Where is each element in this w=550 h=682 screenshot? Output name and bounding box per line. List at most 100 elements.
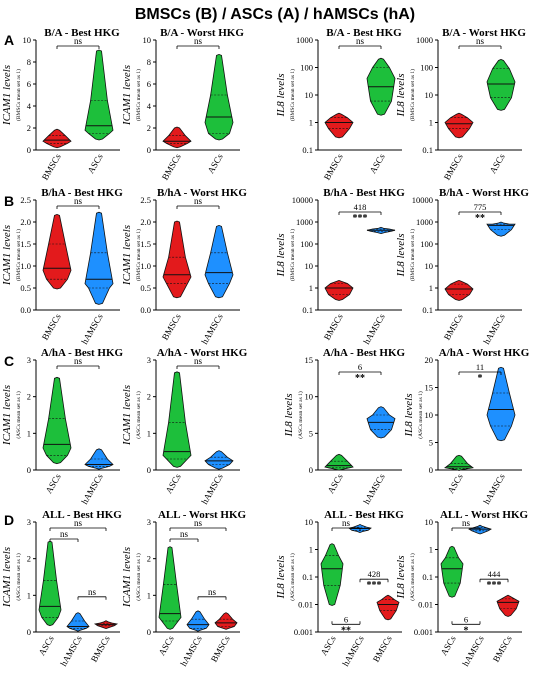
violin-hAMSCs (486, 366, 516, 442)
violin-BMSCs (214, 612, 238, 630)
category-label: hAMSCs (199, 472, 225, 506)
category-label: BMSCs (89, 634, 112, 664)
y-axis-label: IL8 levels (275, 73, 287, 117)
violin-ASCs (440, 545, 464, 598)
category-label: BMSCs (322, 152, 345, 182)
violin-ASCs (162, 371, 192, 468)
y-tick-label: 100 (420, 63, 433, 73)
y-tick-label: 10 (425, 261, 434, 271)
chart-panel-10: A/hA - Worst HKG ICAM1 levels (ASCs mean s… (121, 347, 248, 506)
category-label: BMSCs (40, 152, 63, 182)
y-tick-label: 0 (27, 627, 31, 637)
significance-label: ns (194, 356, 203, 366)
significance-label: ns (194, 518, 203, 528)
y-axis-note: (ASCs mean set as 1) (297, 391, 304, 439)
y-axis-label: ICAM1 levels (1, 547, 13, 608)
category-label: BMSCs (160, 152, 183, 182)
category-label: ASCs (86, 152, 105, 176)
chart-panel-14: ALL - Worst HKG ICAM1 levels (ASCs mean se… (121, 509, 246, 668)
panel-title: B/hA - Worst HKG (439, 187, 529, 199)
y-tick-label: 100 (300, 63, 313, 73)
y-tick-label: 1.5 (140, 239, 151, 249)
y-tick-label: 2.0 (20, 217, 31, 227)
row-label-a: A (4, 32, 15, 48)
y-tick-label: 10 (143, 35, 152, 45)
violin-ASCs (486, 59, 516, 111)
panel-title: A/hA - Best HKG (41, 347, 124, 359)
category-label: BMSCs (209, 634, 232, 664)
y-tick-label: 1 (309, 545, 313, 555)
chart-panel-13: ALL - Best HKG ICAM1 levels (ASCs mean set… (1, 509, 122, 668)
y-tick-label: 5 (429, 438, 433, 448)
chart-panel-11: A/hA - Best HKG IL8 levels (ASCs mean set … (283, 347, 406, 506)
y-tick-label: 2 (147, 554, 151, 564)
panel-title: ALL - Worst HKG (158, 509, 247, 521)
y-tick-label: 1 (429, 118, 433, 128)
y-axis-note: (BMSCs mean set as 1) (289, 229, 296, 281)
y-tick-label: 0.5 (20, 283, 31, 293)
panel-title: B/A - Best HKG (44, 27, 120, 39)
y-tick-label: 0.5 (140, 283, 151, 293)
y-tick-label: 1000 (296, 217, 313, 227)
chart-panel-3: B/A - Best HKG IL8 levels (BMSCs mean set … (275, 27, 402, 182)
chart-panel-16: ALL - Worst HKG IL8 levels (ASCs mean set … (395, 509, 528, 668)
category-label: hAMSCs (79, 312, 105, 346)
y-tick-label: 0.1 (302, 572, 313, 582)
y-tick-label: 1 (309, 118, 313, 128)
violin-hAMSCs (204, 224, 234, 299)
significance-label: ** (355, 373, 365, 384)
category-label: BMSCs (160, 312, 183, 342)
y-axis-label: ICAM1 levels (1, 65, 13, 126)
y-axis-label: IL8 levels (395, 233, 407, 277)
y-axis-label: IL8 levels (275, 233, 287, 277)
significance-label: *** (487, 580, 502, 591)
chart-panel-8: B/hA - Worst HKG IL8 levels (BMSCs mean se… (395, 187, 529, 346)
y-tick-label: 0.0 (20, 305, 31, 315)
y-tick-label: 1 (309, 283, 313, 293)
y-axis-note: (BMSCs mean set as 1) (409, 69, 416, 121)
chart-panel-4: B/A - Worst HKG IL8 levels (BMSCs mean set… (395, 27, 526, 182)
category-label: BMSCs (442, 152, 465, 182)
category-label: BMSCs (371, 634, 394, 664)
y-tick-label: 1 (27, 428, 31, 438)
y-tick-label: 1000 (416, 217, 433, 227)
y-tick-label: 0 (147, 627, 151, 637)
y-tick-label: 10000 (292, 195, 313, 205)
y-axis-note: (BMSCs mean set as 1) (135, 69, 142, 121)
category-label: ASCs (439, 634, 458, 658)
significance-label: ns (208, 587, 217, 597)
chart-panel-5: B/hA - Best HKG ICAM1 levels (BMSCs mean s… (1, 187, 123, 346)
chart-panel-2: B/A - Worst HKG ICAM1 levels (BMSCs mean s… (121, 27, 244, 182)
y-tick-label: 1000 (296, 35, 313, 45)
violin-BMSCs (444, 112, 474, 139)
panel-title: A/hA - Worst HKG (157, 347, 248, 359)
violin-BMSCs (444, 279, 474, 301)
category-label: hAMSCs (361, 472, 387, 506)
row-label-d: D (4, 512, 15, 528)
violin-BMSCs (496, 594, 520, 617)
category-label: hAMSCs (340, 634, 366, 668)
category-label: hAMSCs (79, 472, 105, 506)
category-label: ASCs (326, 472, 345, 496)
significance-label: ns (60, 529, 69, 539)
y-axis-label: IL8 levels (283, 393, 295, 437)
y-tick-label: 0 (27, 145, 31, 155)
y-axis-label: ICAM1 levels (121, 225, 133, 286)
y-tick-label: 10 (305, 517, 314, 527)
significance-label: ns (194, 196, 203, 206)
violin-hAMSCs (204, 450, 234, 470)
fold-change-label: 11 (476, 362, 484, 372)
y-tick-label: 15 (305, 355, 314, 365)
significance-label: *** (367, 580, 382, 591)
y-tick-label: 1 (429, 545, 433, 555)
violin-BMSCs (324, 112, 354, 139)
chart-panel-9: A/hA - Best HKG ICAM1 levels (ASCs mean se… (1, 347, 124, 506)
fold-change-label: 6 (464, 614, 468, 624)
category-label: BMSCs (442, 312, 465, 342)
y-axis-note: (ASCs mean set as 1) (289, 553, 296, 601)
y-tick-label: 3 (147, 355, 151, 365)
chart-panel-6: B/hA - Worst HKG ICAM1 levels (BMSCs mean … (121, 187, 247, 346)
category-label: BMSCs (322, 312, 345, 342)
